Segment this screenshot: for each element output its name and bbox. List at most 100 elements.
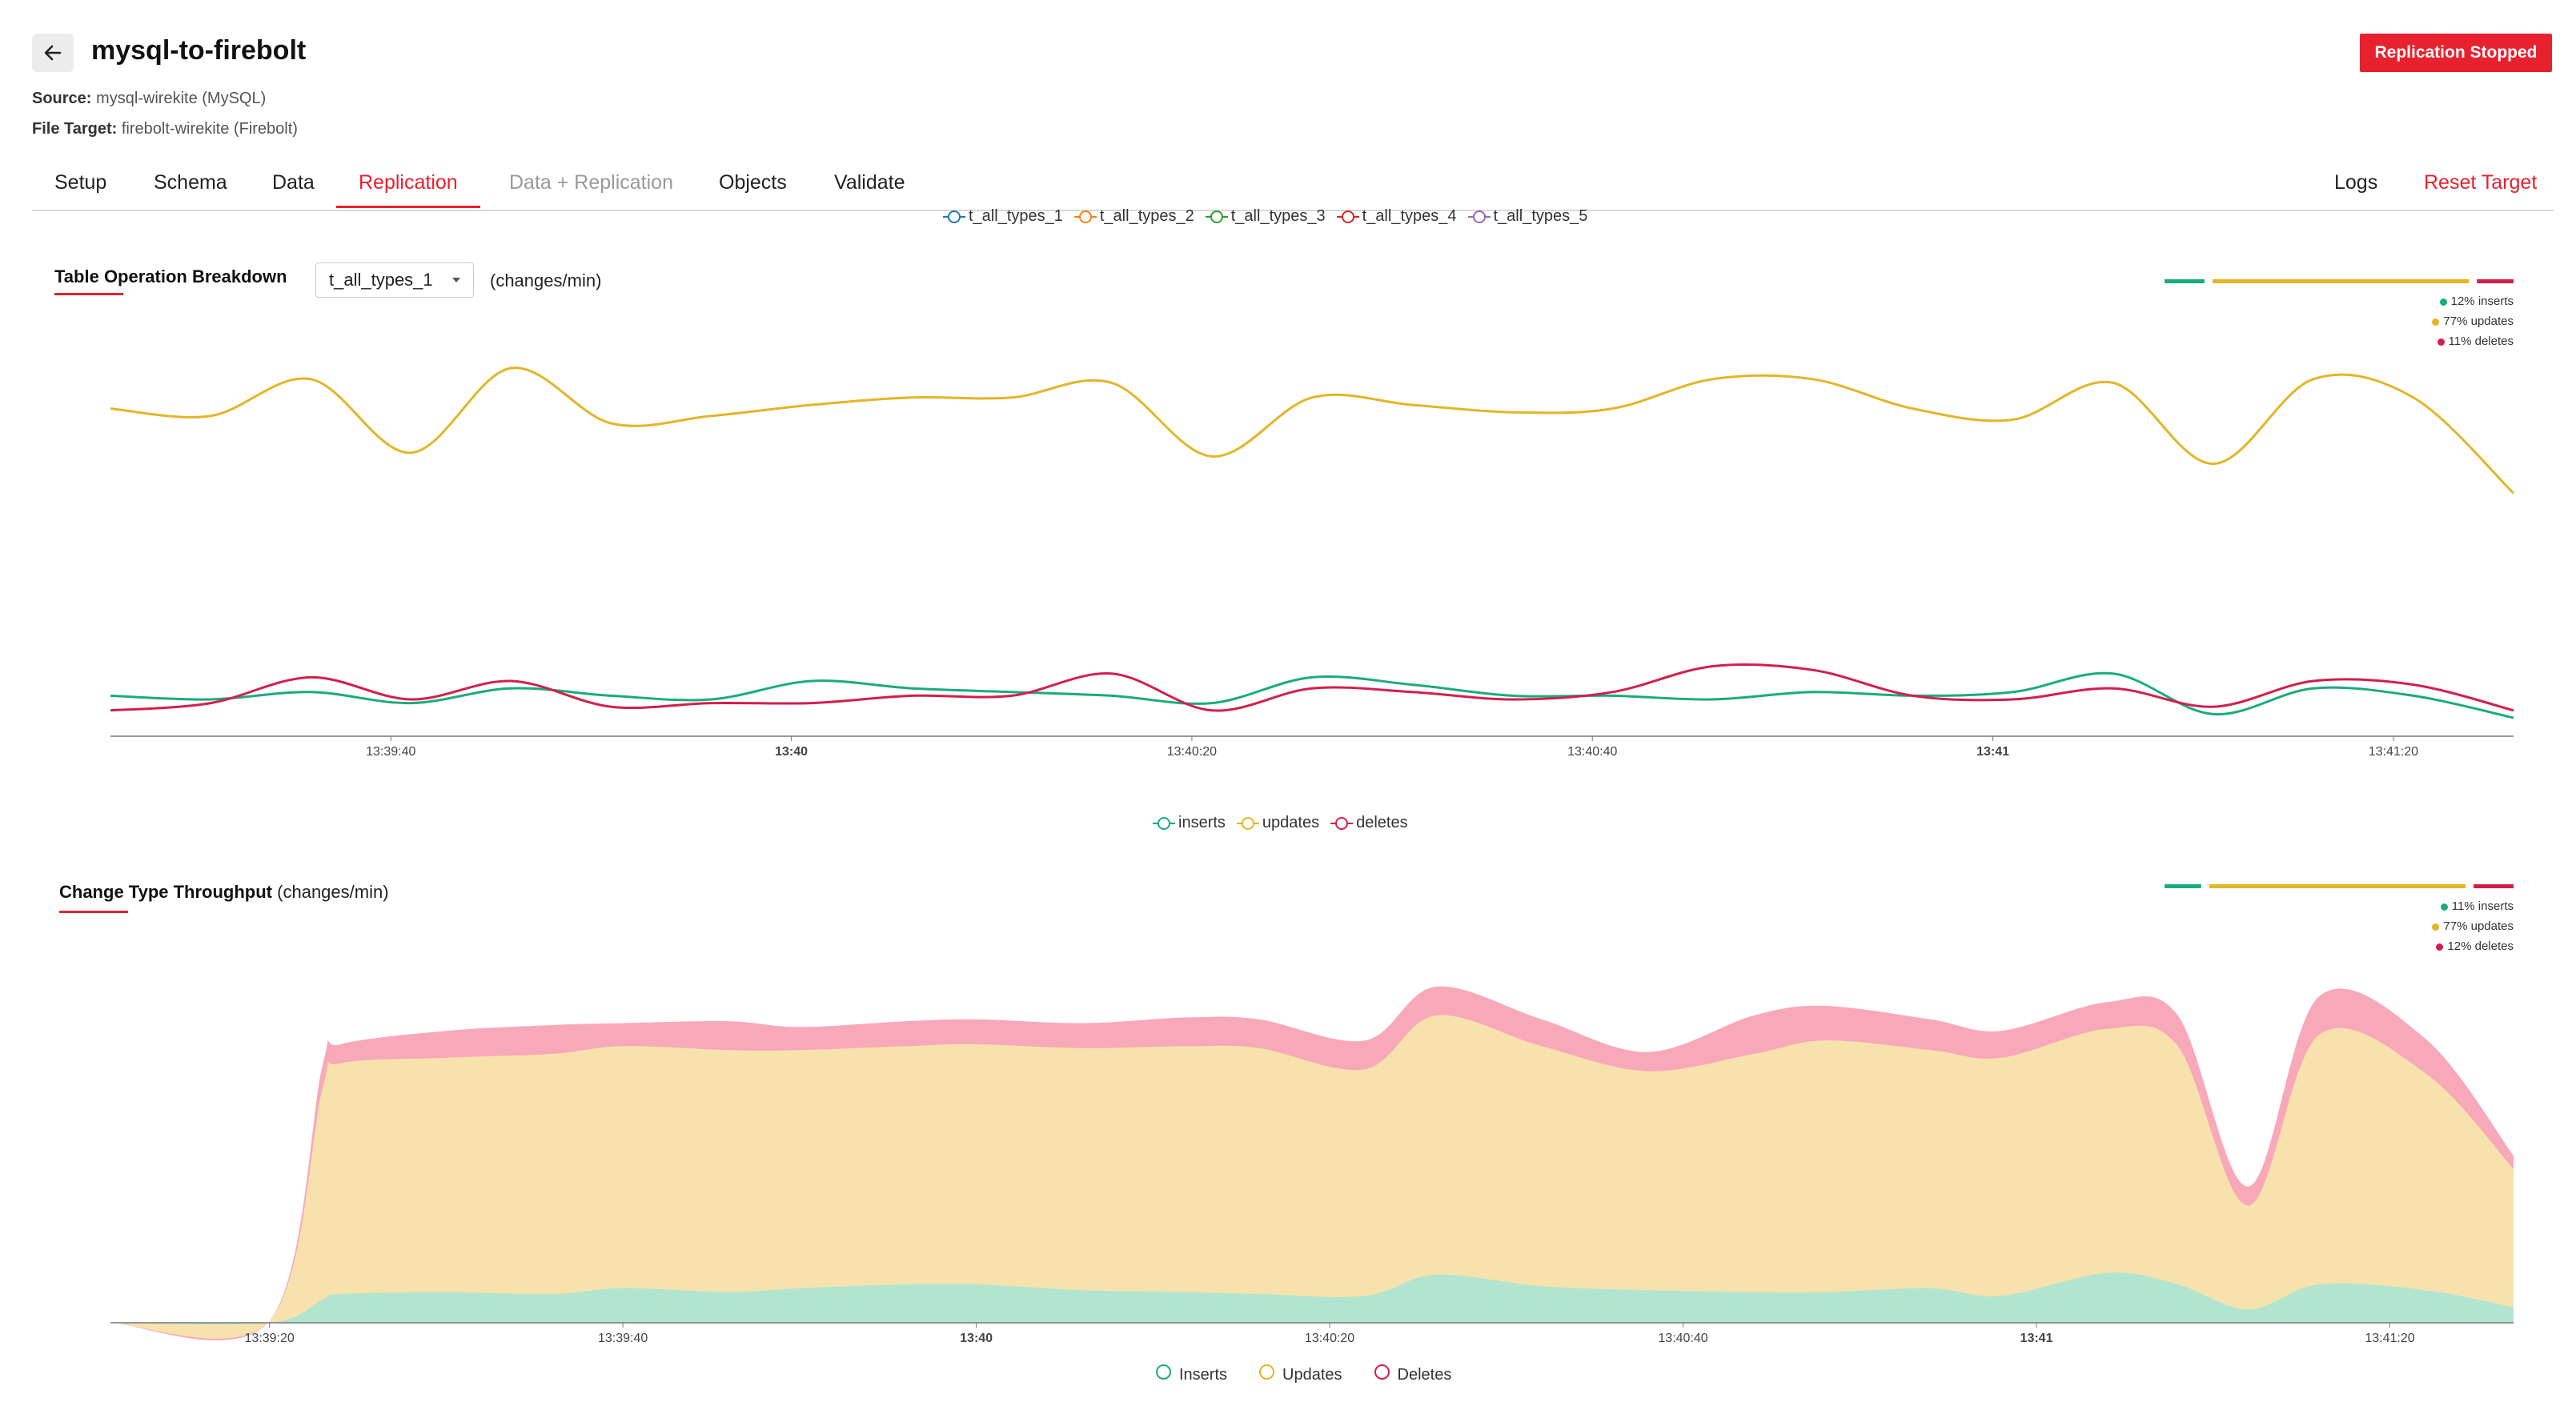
ratio-updates: 77% updates — [2432, 916, 2514, 936]
throughput-title-underline — [59, 911, 128, 913]
tab-data-replication[interactable]: Data + Replication — [509, 171, 673, 194]
deletes-dot-icon — [2437, 338, 2445, 346]
source-value: mysql-wirekite (MySQL) — [96, 90, 267, 107]
deletes-dot-icon — [2436, 943, 2444, 951]
legend-item-t-all-types-5[interactable]: t_all_types_5 — [1467, 207, 1588, 226]
breakdown-title-underline — [54, 293, 123, 295]
legend-label: t_all_types_2 — [1099, 207, 1194, 225]
series-line-inserts — [110, 671, 2514, 719]
updates-dot-icon — [2432, 318, 2440, 326]
ratio-bar-inserts — [2165, 279, 2205, 283]
source-info: Source: mysql-wirekite (MySQL) — [32, 90, 266, 108]
legend-item-deletes[interactable]: deletes — [1330, 814, 1408, 832]
target-info: File Target: firebolt-wirekite (Firebolt… — [32, 120, 298, 138]
ratio-bar-deletes — [2474, 884, 2514, 888]
area-inserts — [110, 1272, 2514, 1325]
target-label: File Target: — [32, 120, 118, 138]
chevron-down-icon — [452, 278, 460, 282]
ratio-deletes-label: 12% deletes — [2447, 939, 2514, 953]
throughput-unit: (changes/min) — [277, 882, 389, 902]
x-tick-label: 13:41 — [1976, 745, 2009, 759]
legend-marker-icon — [1153, 816, 1175, 831]
legend-marker-icon — [1156, 1364, 1171, 1380]
x-tick-label: 13:40:40 — [1567, 745, 1617, 759]
legend-marker-icon — [1236, 816, 1259, 831]
breakdown-ratio-legend: 12% inserts 77% updates 11% deletes — [2432, 291, 2514, 351]
legend-label: inserts — [1178, 814, 1226, 831]
legend-item-t-all-types-3[interactable]: t_all_types_3 — [1205, 207, 1326, 226]
reset-target-link[interactable]: Reset Target — [2424, 171, 2538, 194]
legend-label: t_all_types_1 — [969, 207, 1063, 225]
tab-schema[interactable]: Schema — [154, 171, 227, 194]
throughput-heading: Change Type Throughput (changes/min) — [59, 882, 389, 903]
updates-dot-icon — [2432, 923, 2440, 931]
legend-label: Deletes — [1397, 1366, 1452, 1384]
legend-label: Updates — [1282, 1366, 1342, 1384]
table-legend: t_all_types_1 t_all_types_2 t_all_types_… — [943, 207, 1587, 226]
legend-marker-icon — [1259, 1364, 1275, 1380]
back-button[interactable] — [32, 34, 74, 72]
breakdown-ratio-bar — [2165, 279, 2514, 283]
throughput-legend: Inserts Updates Deletes — [1156, 1364, 1451, 1384]
x-tick-label: 13:41:20 — [2369, 745, 2418, 759]
legend-label: t_all_types_5 — [1493, 207, 1588, 225]
legend-label: Inserts — [1179, 1366, 1228, 1384]
ratio-inserts-label: 11% inserts — [2451, 899, 2514, 913]
page-title: mysql-to-firebolt — [91, 35, 307, 66]
x-tick-label: 13:40 — [960, 1332, 993, 1345]
ratio-bar-updates — [2209, 884, 2466, 888]
legend-marker-icon — [943, 210, 965, 224]
legend-marker-icon — [1205, 210, 1228, 224]
ratio-deletes: 11% deletes — [2432, 331, 2514, 351]
ratio-inserts-label: 12% inserts — [2450, 294, 2514, 308]
arrow-left-icon — [44, 45, 62, 61]
legend-item-t-all-types-2[interactable]: t_all_types_2 — [1073, 207, 1194, 226]
source-label: Source: — [32, 90, 92, 107]
tab-validate[interactable]: Validate — [834, 171, 905, 194]
legend-marker-icon — [1330, 816, 1354, 831]
legend-item-t-all-types-1[interactable]: t_all_types_1 — [943, 207, 1063, 226]
ratio-updates-label: 77% updates — [2443, 314, 2514, 328]
ratio-updates-label: 77% updates — [2443, 919, 2514, 933]
tab-objects[interactable]: Objects — [719, 171, 787, 194]
legend-marker-icon — [1467, 210, 1491, 224]
ratio-deletes: 12% deletes — [2432, 936, 2514, 956]
x-tick-label: 13:39:40 — [598, 1332, 648, 1345]
x-tick-label: 13:40 — [775, 745, 808, 759]
throughput-title: Change Type Throughput — [59, 882, 273, 902]
legend-item-inserts[interactable]: inserts — [1153, 814, 1226, 832]
legend-marker-icon — [1336, 210, 1359, 224]
x-tick-label: 13:39:40 — [366, 745, 415, 759]
legend-marker-icon — [1374, 1364, 1390, 1380]
breakdown-title: Table Operation Breakdown — [54, 266, 287, 286]
legend-item-deletes[interactable]: Deletes — [1374, 1364, 1452, 1384]
breakdown-legend: inserts updates deletes — [1153, 814, 1408, 832]
ratio-bar-deletes — [2477, 279, 2514, 283]
ratio-deletes-label: 11% deletes — [2448, 334, 2514, 348]
breakdown-unit: (changes/min) — [490, 270, 602, 290]
ratio-inserts: 12% inserts — [2432, 291, 2514, 311]
legend-label: updates — [1262, 814, 1320, 831]
legend-item-updates[interactable]: Updates — [1259, 1364, 1342, 1384]
tab-bar: Setup Schema Data Replication Data + Rep… — [32, 170, 2554, 211]
table-select[interactable]: t_all_types_1 — [315, 262, 474, 298]
x-tick-label: 13:39:20 — [245, 1332, 295, 1345]
replication-status-button[interactable]: Replication Stopped — [2360, 34, 2552, 72]
tab-replication[interactable]: Replication — [336, 170, 480, 208]
ratio-bar-updates — [2212, 279, 2470, 283]
throughput-ratio-legend: 11% inserts 77% updates 12% deletes — [2432, 896, 2514, 956]
tab-data[interactable]: Data — [272, 171, 315, 194]
ratio-bar-inserts — [2165, 884, 2201, 888]
x-tick-label: 13:40:20 — [1167, 745, 1217, 759]
legend-label: t_all_types_4 — [1362, 207, 1457, 225]
legend-item-updates[interactable]: updates — [1236, 814, 1320, 832]
x-tick-label: 13:40:20 — [1305, 1332, 1354, 1345]
table-select-value: t_all_types_1 — [329, 270, 433, 290]
tab-setup[interactable]: Setup — [54, 171, 107, 194]
legend-marker-icon — [1073, 210, 1097, 224]
legend-item-t-all-types-4[interactable]: t_all_types_4 — [1336, 207, 1457, 226]
tab-logs[interactable]: Logs — [2334, 171, 2378, 194]
target-value: firebolt-wirekite (Firebolt) — [121, 120, 298, 138]
legend-item-inserts[interactable]: Inserts — [1156, 1364, 1227, 1384]
